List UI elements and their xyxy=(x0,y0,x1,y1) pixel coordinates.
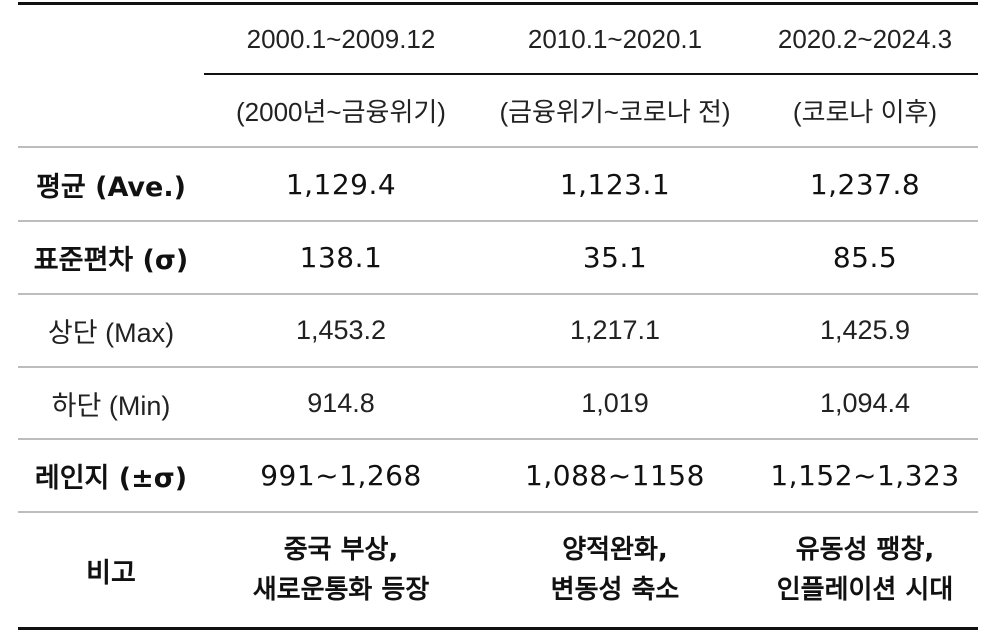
header-divider xyxy=(204,73,978,75)
period-subtitle: (금융위기~코로나 전) xyxy=(499,97,731,127)
stddev-value: 85.5 xyxy=(832,241,898,274)
range-value: 1,152~1,323 xyxy=(770,459,960,492)
row-divider xyxy=(18,293,978,295)
stddev-value: 138.1 xyxy=(299,241,383,274)
range-value: 1,088~1158 xyxy=(525,459,705,492)
note-line: 인플레이션 시대 xyxy=(776,575,954,605)
min-value: 1,094.4 xyxy=(819,387,911,418)
top-rule xyxy=(18,2,978,5)
note-cell: 중국 부상, 새로운통화 등장 xyxy=(204,513,478,627)
row-label-max: 상단 (Max) xyxy=(47,318,175,348)
period-subtitle: (2000년~금융위기) xyxy=(236,97,446,127)
note-cell: 유동성 팽창, 인플레이션 시대 xyxy=(752,513,978,627)
row-label-min: 하단 (Min) xyxy=(51,390,171,421)
min-value: 1,019 xyxy=(581,387,649,418)
stddev-value: 35.1 xyxy=(582,241,648,274)
period-subtitle: (코로나 이후) xyxy=(792,97,938,127)
row-label-range: 레인지 (±σ) xyxy=(34,463,188,494)
note-line: 중국 부상, xyxy=(283,535,399,565)
average-value: 1,129.4 xyxy=(285,167,397,201)
note-line: 새로운통화 등장 xyxy=(252,575,430,605)
note-line: 유동성 팽창, xyxy=(795,535,935,565)
note-cell: 양적완화, 변동성 축소 xyxy=(478,513,752,627)
row-divider xyxy=(18,366,978,368)
exchange-rate-table: 2000.1~2009.12 2010.1~2020.1 2020.2~2024… xyxy=(18,0,978,634)
note-line: 양적완화, xyxy=(562,535,668,565)
max-value: 1,425.9 xyxy=(819,315,911,345)
row-divider xyxy=(18,146,978,148)
period-header: 2000.1~2009.12 xyxy=(246,24,436,54)
range-value: 991~1,268 xyxy=(260,459,422,492)
period-header: 2010.1~2020.1 xyxy=(527,24,703,54)
row-label-stddev: 표준편차 (σ) xyxy=(33,245,189,276)
row-divider xyxy=(18,220,978,222)
bottom-rule xyxy=(18,627,978,630)
average-value: 1,237.8 xyxy=(809,167,921,201)
row-label-note: 비고 xyxy=(86,557,136,589)
min-value: 914.8 xyxy=(307,387,375,418)
note-line: 변동성 축소 xyxy=(550,575,680,605)
row-divider xyxy=(18,511,978,513)
row-divider xyxy=(18,438,978,440)
average-value: 1,123.1 xyxy=(559,167,671,201)
max-value: 1,453.2 xyxy=(295,315,387,345)
period-header: 2020.2~2024.3 xyxy=(777,24,953,54)
max-value: 1,217.1 xyxy=(569,315,661,345)
row-label-average: 평균 (Ave.) xyxy=(36,171,186,203)
